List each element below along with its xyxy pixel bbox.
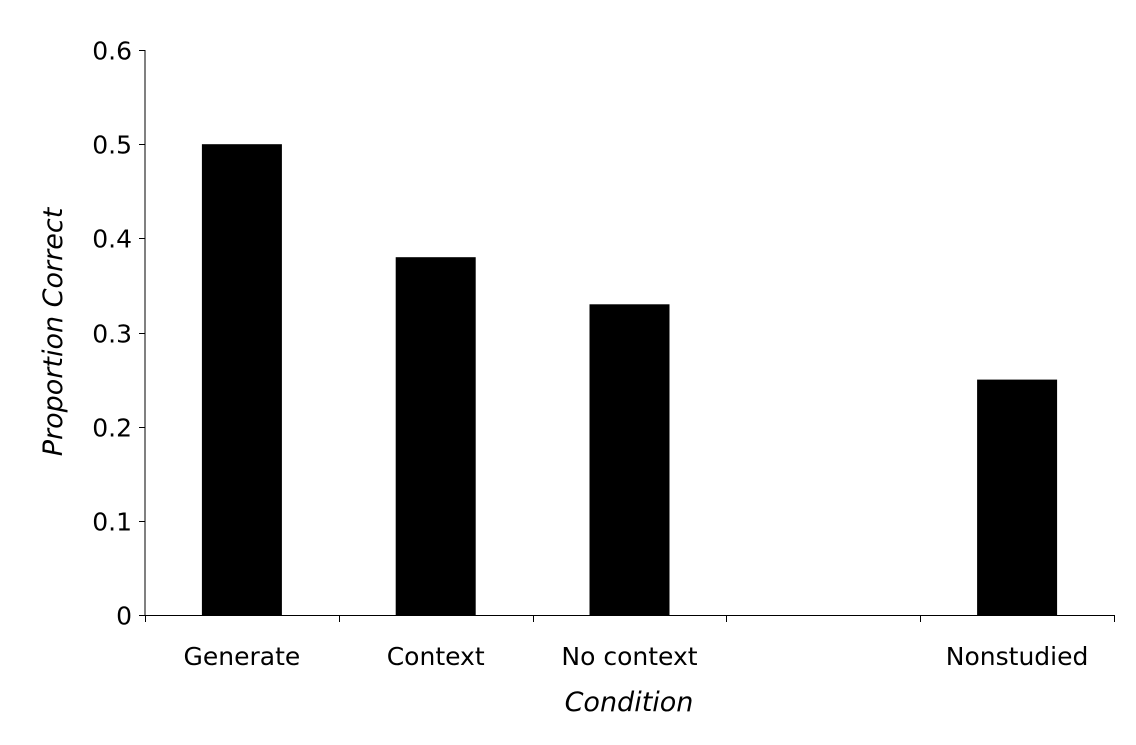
bar <box>201 144 282 615</box>
y-tick-label: 0.2 <box>92 414 132 443</box>
bar <box>589 304 670 616</box>
y-tick-label: 0.5 <box>92 131 132 160</box>
x-axis: Generate Context No context Nonstudied <box>145 615 1115 671</box>
bar <box>395 257 476 615</box>
y-tick-label: 0.6 <box>92 37 132 66</box>
x-axis-title: Condition <box>565 687 694 718</box>
y-tick-label: 0.4 <box>92 225 132 254</box>
y-tick-label: 0 <box>116 602 132 631</box>
y-tick-label: 0.3 <box>92 320 132 349</box>
y-axis-title: Proportion Correct <box>38 206 69 456</box>
bars-group <box>201 144 1058 616</box>
x-tick-label: Nonstudied <box>946 642 1089 671</box>
bar <box>977 379 1058 615</box>
y-tick-label: 0.1 <box>92 508 132 537</box>
x-tick-label: Context <box>387 642 485 671</box>
x-tick-label: Generate <box>184 642 301 671</box>
y-axis: 0 0.1 0.2 0.3 0.4 0.5 0.6 <box>92 37 146 631</box>
x-tick-label: No context <box>561 642 697 671</box>
